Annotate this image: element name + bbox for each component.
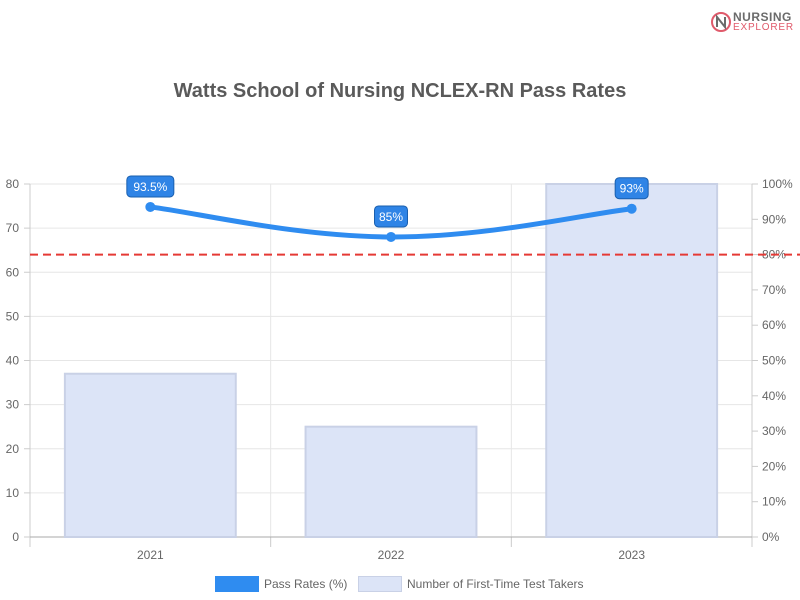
bar-test-takers bbox=[304, 425, 478, 538]
y-right-tick-label: 60% bbox=[762, 318, 786, 332]
legend-item-test-takers[interactable]: Number of First-Time Test Takers bbox=[358, 574, 583, 594]
data-label-pass-rate: 93% bbox=[620, 182, 644, 196]
legend-label-test-takers: Number of First-Time Test Takers bbox=[407, 577, 584, 591]
y-left-tick-label: 50 bbox=[6, 309, 20, 323]
y-right-tick-label: 70% bbox=[762, 283, 786, 297]
legend-label-pass-rates: Pass Rates (%) bbox=[264, 577, 348, 591]
y-left-tick-label: 0 bbox=[12, 530, 19, 544]
y-left-tick-label: 20 bbox=[6, 442, 20, 456]
data-label-pass-rate: 93.5% bbox=[133, 180, 167, 194]
y-right-tick-label: 20% bbox=[762, 459, 786, 473]
point-pass-rate bbox=[145, 201, 156, 212]
x-tick-label: 2023 bbox=[618, 548, 645, 562]
y-left-tick-label: 70 bbox=[6, 221, 20, 235]
chart-title: Watts School of Nursing NCLEX-RN Pass Ra… bbox=[173, 80, 627, 102]
bar-test-takers bbox=[63, 372, 237, 538]
x-tick-label: 2021 bbox=[137, 548, 164, 562]
nursing-explorer-logo: NURSING EXPLORER bbox=[708, 8, 798, 36]
y-right-tick-label: 30% bbox=[762, 424, 786, 438]
point-pass-rate bbox=[386, 231, 396, 242]
y-left-tick-label: 80 bbox=[6, 177, 20, 191]
data-label-pass-rate: 85% bbox=[379, 210, 403, 224]
legend-item-pass-rates[interactable]: Pass Rates (%) bbox=[215, 574, 347, 594]
data-label-box bbox=[126, 175, 175, 198]
chart-legend: Pass Rates (%) Number of First-Time Test… bbox=[0, 574, 800, 594]
legend-swatch-pass-rates bbox=[215, 576, 259, 592]
bar-test-takers bbox=[545, 183, 719, 538]
y-right-tick-label: 100% bbox=[762, 177, 793, 191]
x-tick-label: 2022 bbox=[378, 548, 405, 562]
logo-text-explorer: EXPLORER bbox=[733, 22, 794, 33]
legend-swatch-test-takers bbox=[358, 576, 402, 592]
logo-mark-icon bbox=[711, 12, 731, 32]
y-right-tick-label: 50% bbox=[762, 354, 786, 368]
data-label-box bbox=[374, 205, 408, 228]
point-pass-rate bbox=[626, 203, 637, 214]
y-left-tick-label: 40 bbox=[6, 354, 20, 368]
y-right-tick-label: 90% bbox=[762, 212, 786, 226]
data-label-box bbox=[614, 177, 649, 200]
y-left-tick-label: 60 bbox=[6, 265, 20, 279]
y-right-tick-label: 10% bbox=[762, 495, 786, 509]
y-left-tick-label: 30 bbox=[6, 398, 20, 412]
y-left-tick-label: 10 bbox=[6, 486, 20, 500]
y-right-tick-label: 40% bbox=[762, 389, 786, 403]
y-right-tick-label: 0% bbox=[762, 530, 780, 544]
logo-text-nursing: NURSING bbox=[733, 10, 792, 24]
